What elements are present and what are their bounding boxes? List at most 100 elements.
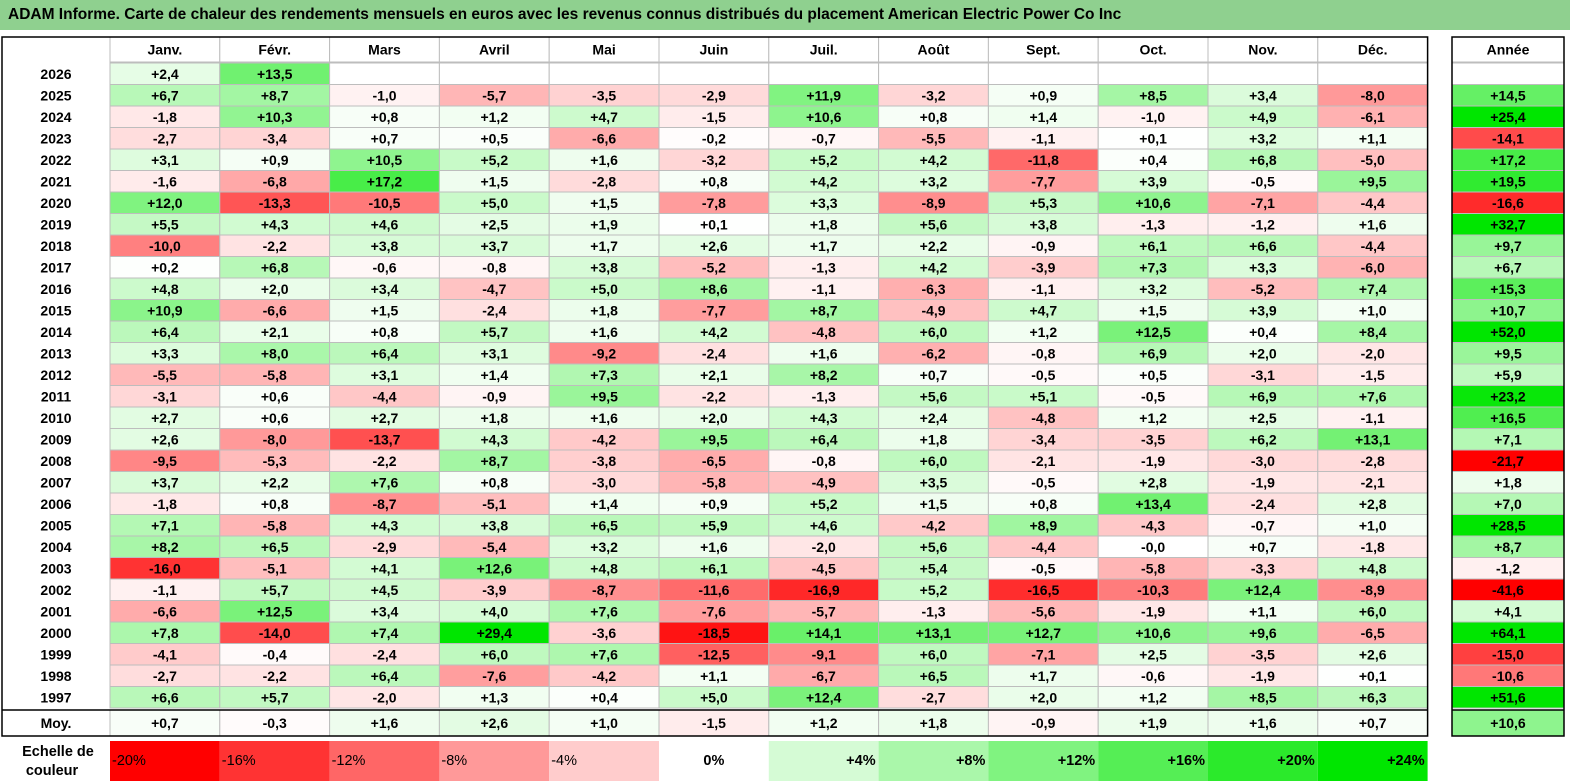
heatmap-cell-value: +1,6 — [590, 152, 618, 168]
month-header-cell — [548, 36, 660, 63]
heatmap-cell-value: +6,1 — [1139, 238, 1167, 254]
heatmap-cell-value: +7,8 — [151, 625, 179, 641]
year-label: 2015 — [40, 302, 71, 318]
scale-label-line1: Echelle de — [22, 744, 94, 760]
heatmap-cell-value: +0,5 — [1139, 367, 1167, 383]
heatmap-cell-value: -0,7 — [1251, 517, 1275, 533]
heatmap-cell-value: -1,3 — [1141, 216, 1165, 232]
heatmap-cell-value: +0,1 — [700, 216, 728, 232]
heatmap-cell-value: +5,7 — [261, 582, 289, 598]
heatmap-cell-value: +12,7 — [1026, 625, 1062, 641]
heatmap-cell-value: +0,8 — [371, 109, 399, 125]
annual-cell-value: +9,5 — [1494, 345, 1522, 361]
average-cell-value: +1,0 — [590, 715, 618, 731]
heatmap-cell-value: +4,3 — [810, 410, 838, 426]
year-label: 1998 — [40, 668, 71, 684]
annual-cell-value: -10,6 — [1492, 668, 1524, 684]
heatmap-cell-value: +2,6 — [1359, 646, 1387, 662]
heatmap-cell-value: -3,2 — [702, 152, 726, 168]
heatmap-cell-value: +8,7 — [810, 302, 838, 318]
heatmap-cell-value: +9,5 — [700, 431, 728, 447]
heatmap-cell-value: -5,8 — [263, 367, 287, 383]
heatmap-cell-value: -1,9 — [1251, 668, 1275, 684]
heatmap-cell-value: -12,5 — [698, 646, 730, 662]
heatmap-cell-value: +6,2 — [1249, 431, 1277, 447]
heatmap-cell-value: -16,5 — [1027, 582, 1059, 598]
heatmap-cell-value: -16,0 — [149, 560, 181, 576]
heatmap-cell-value: +6,4 — [371, 668, 399, 684]
heatmap-cell — [1317, 62, 1429, 85]
heatmap-cell-value: -5,6 — [1031, 603, 1055, 619]
heatmap-cell-value: -3,4 — [1031, 431, 1055, 447]
heatmap-cell-value: -2,4 — [1251, 496, 1275, 512]
heatmap-cell-value: -6,6 — [592, 130, 616, 146]
heatmap-cell-value: +6,4 — [810, 431, 838, 447]
year-label: 2005 — [40, 517, 71, 533]
heatmap-cell-value: +1,6 — [590, 324, 618, 340]
heatmap-cell-value: +10,6 — [1135, 195, 1171, 211]
heatmap-cell-value: +2,0 — [700, 410, 728, 426]
heatmap-cell-value: +2,8 — [1139, 474, 1167, 490]
year-label: 2014 — [40, 324, 71, 340]
heatmap-cell-value: +7,4 — [371, 625, 399, 641]
year-label: 2023 — [40, 130, 71, 146]
year-label: 2016 — [40, 281, 71, 297]
annual-cell-value: -21,7 — [1492, 453, 1524, 469]
average-cell-value: +1,9 — [1139, 715, 1167, 731]
heatmap-cell-value: +12,6 — [477, 560, 513, 576]
heatmap-cell-value: +3,1 — [480, 345, 508, 361]
heatmap-cell-value: +10,6 — [806, 109, 842, 125]
heatmap-cell — [987, 62, 1099, 85]
heatmap-cell-value: +3,1 — [371, 367, 399, 383]
annual-cell-value: +28,5 — [1490, 517, 1526, 533]
annual-cell-value: +14,5 — [1490, 87, 1526, 103]
month-header-cell — [109, 36, 221, 63]
heatmap-cell-value: -1,2 — [1251, 216, 1275, 232]
heatmap-cell-value: +1,5 — [371, 302, 399, 318]
annual-cell-value: -41,6 — [1492, 582, 1524, 598]
table-frame — [1, 36, 1429, 737]
average-cell — [987, 709, 1099, 737]
average-cell-value: +1,6 — [371, 715, 399, 731]
scale-swatch-label: -20% — [112, 753, 146, 769]
annual-header-label: Année — [1487, 42, 1530, 58]
heatmap-cell-value: -2,2 — [263, 238, 287, 254]
heatmap-cell-value: -7,8 — [702, 195, 726, 211]
heatmap-cell-value: -2,2 — [702, 388, 726, 404]
annual-cell-value: -1,2 — [1496, 560, 1520, 576]
heatmap-cell-value: -4,2 — [592, 431, 616, 447]
heatmap-cell-value: -3,2 — [921, 87, 945, 103]
heatmap-cell-value: -2,2 — [263, 668, 287, 684]
heatmap-cell-value: +1,8 — [920, 431, 948, 447]
heatmap-cell-value: -2,1 — [1031, 453, 1055, 469]
heatmap-cell-value: +7,6 — [371, 474, 399, 490]
scale-swatch-label: 0% — [703, 753, 724, 769]
heatmap-cell-value: -5,8 — [263, 517, 287, 533]
heatmap-cell-value: +1,1 — [1249, 603, 1277, 619]
heatmap-cell-value: +7,3 — [590, 367, 618, 383]
heatmap-cell-value: +7,1 — [151, 517, 179, 533]
heatmap-cell-value: +8,5 — [1139, 87, 1167, 103]
heatmap-cell-value: -2,2 — [372, 453, 396, 469]
heatmap-cell-value: +1,5 — [590, 195, 618, 211]
heatmap-cell-value: +3,2 — [920, 173, 948, 189]
month-header-cell — [987, 36, 1099, 63]
scale-swatch — [988, 741, 1099, 781]
heatmap-cell — [1097, 62, 1209, 85]
heatmap-cell-value: -0,9 — [1031, 238, 1055, 254]
scale-swatch — [549, 741, 659, 781]
year-label: 2008 — [40, 453, 71, 469]
heatmap-cell-value: +1,0 — [1359, 302, 1387, 318]
heatmap-cell-value: +6,1 — [700, 560, 728, 576]
annual-cell-value: +1,8 — [1494, 474, 1522, 490]
year-label: 2013 — [40, 345, 71, 361]
average-cell-value: +0,7 — [151, 715, 179, 731]
heatmap-cell-value: +1,5 — [1139, 302, 1167, 318]
heatmap-cell-value: -2,7 — [153, 668, 177, 684]
heatmap-cell — [1207, 62, 1319, 85]
heatmap-cell-value: -1,9 — [1141, 603, 1165, 619]
month-header-label: Mai — [592, 42, 615, 58]
heatmap-cell-value: +5,7 — [261, 689, 289, 705]
heatmap-cell-value: -7,7 — [1031, 173, 1055, 189]
heatmap-cell-value: -5,2 — [702, 259, 726, 275]
